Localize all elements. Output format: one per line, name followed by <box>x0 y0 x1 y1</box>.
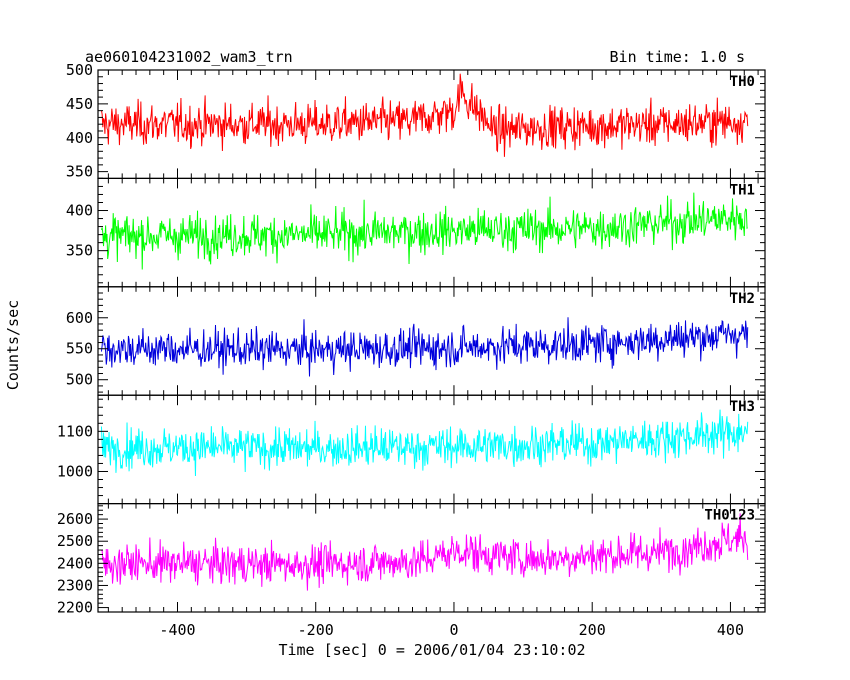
panel-frame <box>97 503 766 613</box>
y-tick-label: 500 <box>66 371 93 389</box>
y-tick-label: 500 <box>66 61 93 79</box>
panel-th0123: 2200 2300 2400 2500 2600 TH0123 <box>57 503 766 617</box>
panels-group: 350 400 450 500 TH0 350 400 TH1 500 550 600 TH2 1000… <box>57 61 766 617</box>
x-axis: -400 -200 0 200 400 <box>159 621 744 639</box>
y-tick-label: 600 <box>66 309 93 327</box>
panel-th3: 1000 1100 TH3 <box>57 394 766 505</box>
series-line-th2 <box>100 317 749 377</box>
y-tick-label: 2600 <box>57 510 93 528</box>
panel-name-label: TH1 <box>730 182 755 198</box>
y-axis-label: Counts/sec <box>4 300 22 390</box>
y-tick-label: 2200 <box>57 599 93 617</box>
series-line-th0 <box>100 73 749 157</box>
x-tick-label: 0 <box>449 621 458 639</box>
y-tick-label: 2300 <box>57 576 93 594</box>
x-tick-label: -400 <box>159 621 195 639</box>
panel-th1: 350 400 TH1 <box>66 177 766 288</box>
panel-name-label: TH0123 <box>704 508 755 524</box>
y-tick-label: 550 <box>66 340 93 358</box>
series-line-th3 <box>100 409 749 476</box>
y-tick-label: 2500 <box>57 532 93 550</box>
bin-time-label: Bin time: 1.0 s <box>610 48 745 66</box>
x-tick-label: -200 <box>298 621 334 639</box>
y-tick-label: 2400 <box>57 554 93 572</box>
y-tick-label: 350 <box>66 242 93 260</box>
y-tick-label: 450 <box>66 95 93 113</box>
observation-id-title: ae060104231002_wam3_trn <box>85 48 293 66</box>
x-tick-label: 400 <box>717 621 744 639</box>
x-tick-label: 200 <box>579 621 606 639</box>
y-tick-label: 400 <box>66 129 93 147</box>
panel-th2: 500 550 600 TH2 <box>66 286 766 396</box>
y-tick-label: 1000 <box>57 462 93 480</box>
series-line-th1 <box>100 192 748 270</box>
y-tick-label: 400 <box>66 202 93 220</box>
panel-th0: 350 400 450 500 TH0 <box>66 61 766 181</box>
panel-name-label: TH0 <box>730 74 755 90</box>
y-tick-label: 1100 <box>57 422 93 440</box>
x-axis-label: Time [sec] 0 = 2006/01/04 23:10:02 <box>278 641 585 659</box>
y-tick-label: 350 <box>66 163 93 181</box>
panel-name-label: TH3 <box>730 399 755 415</box>
series-line-th0123 <box>101 513 749 591</box>
panel-name-label: TH2 <box>730 291 755 307</box>
